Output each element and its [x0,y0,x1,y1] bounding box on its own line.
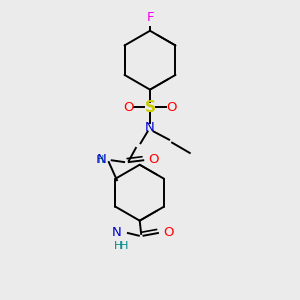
Text: O: O [124,101,134,114]
Text: N: N [96,153,106,166]
Text: O: O [163,226,174,239]
Text: O: O [166,101,176,114]
Text: N: N [112,226,122,239]
Text: H: H [96,155,104,165]
Text: F: F [146,11,154,24]
Text: O: O [148,153,159,166]
Text: H: H [120,241,129,251]
Text: H: H [113,241,122,251]
Text: N: N [145,122,155,134]
Text: S: S [145,100,155,115]
